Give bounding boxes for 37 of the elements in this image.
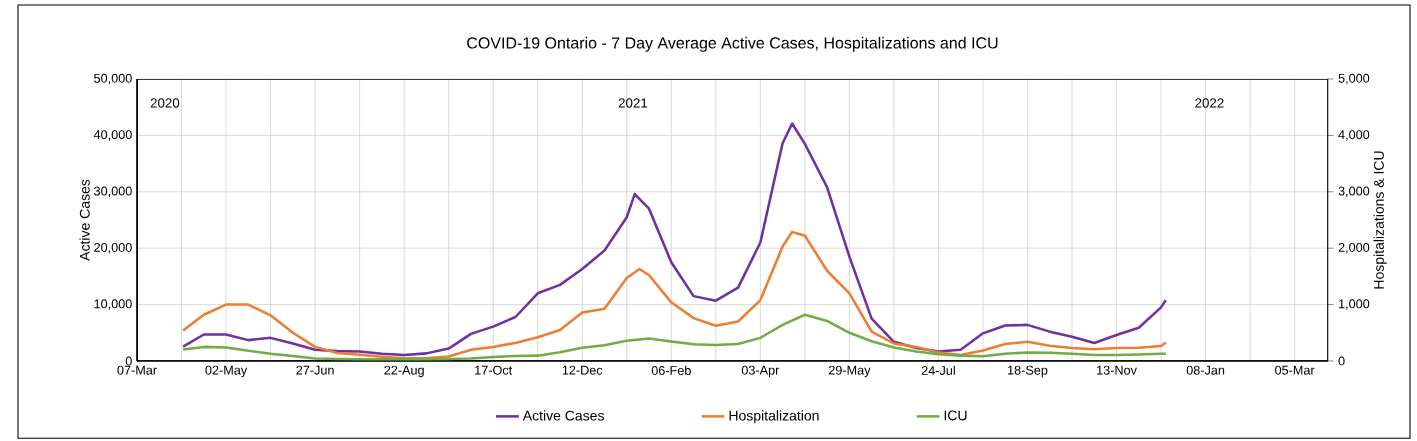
y2-tick-label: 4,000	[1338, 130, 1370, 141]
x-tick-label: 06-Feb	[651, 365, 691, 375]
x-tick-label: 08-Jan	[1186, 365, 1225, 375]
legend-label: Active Cases	[522, 410, 604, 421]
x-tick-label: 24-Jul	[921, 365, 955, 375]
y2-axis-title: Hospitalizations & ICU	[1373, 151, 1387, 289]
x-tick-label: 22-Aug	[384, 365, 424, 378]
chart-title: COVID-19 Ontario - 7 Day Average Active Cases, Hospitalizations and ICU	[467, 36, 998, 52]
x-tick-label: 02-May	[205, 365, 248, 378]
y-tick-label: 30,000	[94, 186, 132, 198]
annotation: 2020	[150, 98, 180, 108]
x-tick-label: 05-Mar	[1275, 365, 1315, 375]
y-tick-label: 10,000	[94, 299, 132, 310]
y2-tick-label: 1,000	[1339, 299, 1370, 310]
x-tick-label: 18-Sep	[1008, 365, 1048, 378]
y-tick-label: 0	[125, 356, 132, 366]
y-tick-label: 40,000	[93, 130, 132, 141]
x-tick-label: 27-Jun	[296, 365, 334, 375]
annotation: 2022	[1195, 98, 1224, 108]
x-tick-label: 12-Dec	[562, 365, 603, 375]
y2-tick-label: 0	[1338, 356, 1345, 366]
legend-label: ICU	[944, 410, 967, 421]
x-tick-label: 17-Oct	[475, 365, 513, 375]
line-series	[181, 230, 1168, 360]
x-tick-label: 13-Nov	[1097, 365, 1137, 375]
annotation: 2021	[618, 98, 648, 108]
y-axis-title: Active Cases	[79, 179, 90, 261]
y-tick-label: 50,000	[94, 73, 132, 85]
line-series	[181, 122, 1168, 357]
y2-tick-label: 2,000	[1338, 242, 1370, 254]
y2-tick-label: 5,000	[1338, 73, 1370, 85]
y-tick-label: 20,000	[94, 242, 132, 254]
x-tick-label: 29-May	[828, 365, 871, 378]
legend-label: Hospitalization	[729, 410, 819, 424]
x-tick-label: 03-Apr	[741, 365, 780, 378]
x-tick-label: 07-Mar	[117, 365, 157, 375]
y2-tick-label: 3,000	[1338, 186, 1370, 198]
